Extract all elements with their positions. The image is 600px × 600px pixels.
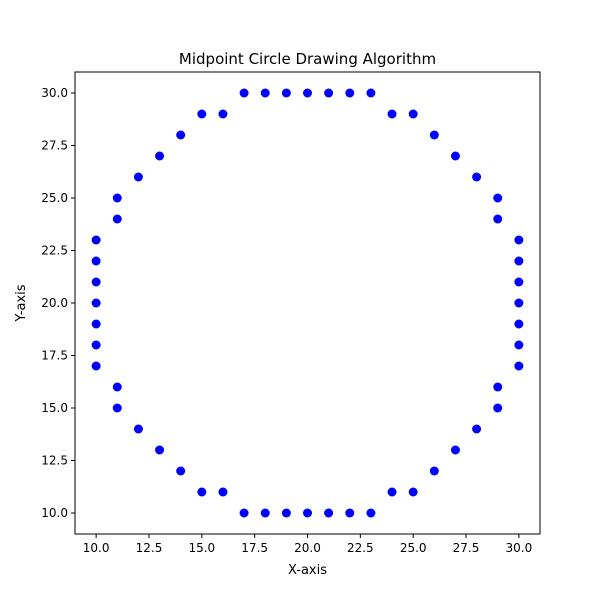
data-point: [514, 319, 524, 329]
data-point: [408, 109, 418, 119]
data-point: [197, 109, 207, 119]
data-point: [91, 256, 101, 266]
data-point: [514, 340, 524, 350]
y-tick-label: 22.5: [41, 244, 68, 258]
data-point: [133, 424, 143, 434]
x-tick-label: 27.5: [453, 541, 480, 555]
x-tick-label: 17.5: [241, 541, 268, 555]
data-point: [493, 214, 503, 224]
data-point: [112, 403, 122, 413]
data-point: [303, 508, 312, 518]
y-tick-label: 12.5: [41, 454, 68, 468]
data-point: [91, 319, 101, 329]
data-point: [514, 256, 524, 266]
x-axis-label: X-axis: [288, 563, 327, 578]
data-point: [155, 151, 165, 161]
x-tick-label: 20.0: [294, 541, 321, 555]
data-point: [450, 151, 460, 161]
data-point: [239, 88, 249, 98]
data-point: [387, 109, 397, 119]
x-tick-label: 12.5: [136, 541, 163, 555]
data-point: [133, 172, 143, 182]
data-point: [218, 109, 228, 119]
data-point: [281, 88, 291, 98]
data-point: [514, 235, 524, 245]
chart-title: Midpoint Circle Drawing Algorithm: [179, 50, 436, 68]
data-point: [387, 487, 397, 497]
data-point: [112, 193, 122, 203]
data-point: [91, 340, 101, 350]
data-point: [366, 508, 376, 518]
y-tick-label: 10.0: [41, 506, 68, 520]
y-tick-label: 30.0: [41, 86, 68, 100]
data-point: [324, 508, 334, 518]
x-axis-ticks: 10.0 12.5 15.0 17.5 20.0 22.5 25.0 27.5 30.0: [83, 534, 532, 555]
y-tick-label: 17.5: [41, 349, 68, 363]
data-point: [514, 298, 524, 308]
data-point: [514, 277, 524, 287]
y-tick-label: 20.0: [41, 296, 68, 310]
x-tick-label: 15.0: [188, 541, 215, 555]
data-point: [197, 487, 207, 497]
x-tick-label: 10.0: [83, 541, 110, 555]
data-point: [472, 172, 482, 182]
data-point: [345, 88, 355, 98]
data-point: [91, 235, 101, 245]
data-point: [239, 508, 249, 518]
x-tick-label: 25.0: [400, 541, 427, 555]
x-tick-label: 30.0: [506, 541, 533, 555]
data-point: [345, 508, 355, 518]
y-tick-label: 27.5: [41, 139, 68, 153]
x-tick-label: 22.5: [347, 541, 374, 555]
data-point: [176, 466, 186, 476]
data-point: [281, 508, 291, 518]
data-point: [324, 88, 334, 98]
y-tick-label: 15.0: [41, 401, 68, 415]
data-points: [91, 88, 524, 518]
y-axis-label: Y-axis: [14, 284, 29, 322]
data-point: [260, 88, 270, 98]
data-point: [112, 382, 122, 392]
data-point: [472, 424, 482, 434]
data-point: [366, 88, 376, 98]
data-point: [450, 445, 460, 455]
data-point: [493, 193, 503, 203]
data-point: [514, 361, 524, 371]
data-point: [218, 487, 228, 497]
y-axis-ticks: 10.0 12.5 15.0 17.5 20.0 22.5 25.0 27.5 30.0: [41, 86, 75, 520]
plot-frame: [74, 71, 541, 535]
data-point: [493, 382, 503, 392]
data-point: [303, 88, 312, 98]
plot-area: [75, 72, 540, 534]
y-tick-label: 25.0: [41, 191, 68, 205]
data-point: [91, 298, 101, 308]
data-point: [155, 445, 165, 455]
data-point: [493, 403, 503, 413]
data-point: [429, 130, 439, 140]
data-point: [176, 130, 186, 140]
data-point: [112, 214, 122, 224]
data-point: [260, 508, 270, 518]
data-point: [91, 361, 101, 371]
data-point: [91, 277, 101, 287]
data-point: [429, 466, 439, 476]
data-point: [408, 487, 418, 497]
